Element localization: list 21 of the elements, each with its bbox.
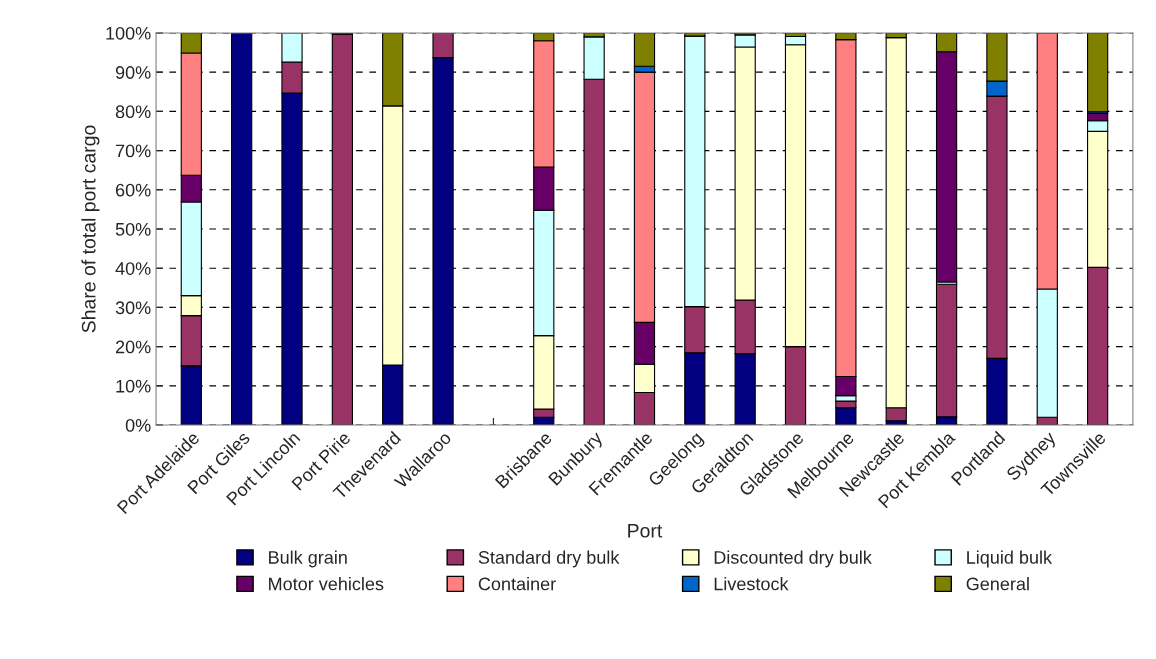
y-tick-label: 40%: [115, 262, 151, 275]
y-tick-label: 70%: [115, 144, 151, 158]
legend-label: Discounted dry bulk: [714, 550, 872, 568]
y-tick-label: 100%: [106, 26, 151, 40]
y-tick-label: 20%: [115, 340, 151, 354]
x-axis-title: Port: [628, 524, 663, 538]
legend-label: Livestock: [714, 577, 789, 591]
y-tick-label: 80%: [115, 105, 151, 119]
legend-label: Bulk grain: [269, 550, 347, 568]
legend-label: Container: [478, 577, 556, 591]
legend-label: Standard dry bulk: [478, 550, 620, 568]
legend-label: General: [966, 577, 1029, 591]
y-tick-label: 10%: [116, 379, 151, 393]
y-tick-label: 0%: [125, 418, 151, 432]
legend-label: Liquid bulk: [967, 550, 1053, 568]
y-tick-label: 90%: [115, 66, 151, 79]
y-axis-title: Share of total port cargo: [81, 125, 100, 333]
y-tick-label: 50%: [115, 222, 151, 236]
y-tick-label: 60%: [115, 183, 151, 197]
y-tick-label: 30%: [115, 301, 151, 315]
legend-label: Motor vehicles: [269, 577, 384, 591]
